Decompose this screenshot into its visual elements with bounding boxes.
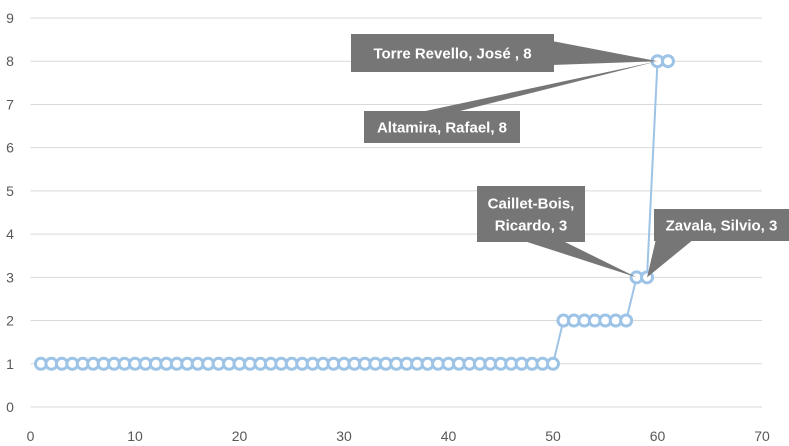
callout-label: Zavala, Silvio, 3 <box>666 218 778 235</box>
x-tick-label: 40 <box>441 428 457 444</box>
y-tick-label: 5 <box>6 183 14 199</box>
callout-pointer <box>416 61 658 113</box>
callout-box <box>364 111 520 143</box>
y-axis-tick-labels: 0 1 2 3 4 5 6 7 8 9 <box>6 10 14 415</box>
data-series <box>33 54 675 371</box>
callout-label: Altamira, Rafael, 8 <box>377 120 507 137</box>
y-tick-label: 2 <box>6 313 14 329</box>
callout-label: Torre Revello, José , 8 <box>373 46 531 63</box>
data-point <box>619 313 634 328</box>
callout-box <box>654 209 789 241</box>
x-tick-label: 70 <box>754 428 770 444</box>
data-point <box>546 356 560 371</box>
y-tick-label: 3 <box>6 269 14 285</box>
callout-box <box>351 34 554 72</box>
y-tick-label: 7 <box>6 96 14 112</box>
callout-label: Ricardo, 3 <box>495 218 568 235</box>
y-tick-label: 6 <box>6 140 14 156</box>
y-tick-label: 1 <box>6 356 14 372</box>
callout-box <box>477 186 585 242</box>
callout: Caillet-Bois, Ricardo, 3 <box>477 186 637 278</box>
x-axis-tick-labels: 0 10 20 30 40 50 60 70 <box>27 428 770 444</box>
x-tick-label: 0 <box>27 428 35 444</box>
callout-pointer <box>521 240 637 278</box>
x-tick-label: 10 <box>127 428 143 444</box>
x-tick-label: 30 <box>336 428 352 444</box>
x-tick-label: 50 <box>545 428 561 444</box>
x-tick-label: 60 <box>650 428 666 444</box>
y-tick-label: 8 <box>6 53 14 69</box>
y-tick-label: 0 <box>6 399 14 415</box>
callout: Torre Revello, José , 8 <box>351 34 658 72</box>
callout-pointer <box>552 41 658 65</box>
callout: Zavala, Silvio, 3 <box>647 209 789 278</box>
data-point <box>660 54 675 69</box>
callout: Altamira, Rafael, 8 <box>364 61 658 143</box>
callout-pointer <box>647 239 694 278</box>
callout-label: Caillet-Bois, <box>488 196 575 213</box>
callout-annotations: Torre Revello, José , 8 Altamira, Rafael,… <box>351 34 789 278</box>
y-tick-label: 4 <box>6 226 14 242</box>
x-tick-label: 20 <box>232 428 248 444</box>
y-tick-label: 9 <box>6 10 14 26</box>
gridlines <box>30 17 762 365</box>
